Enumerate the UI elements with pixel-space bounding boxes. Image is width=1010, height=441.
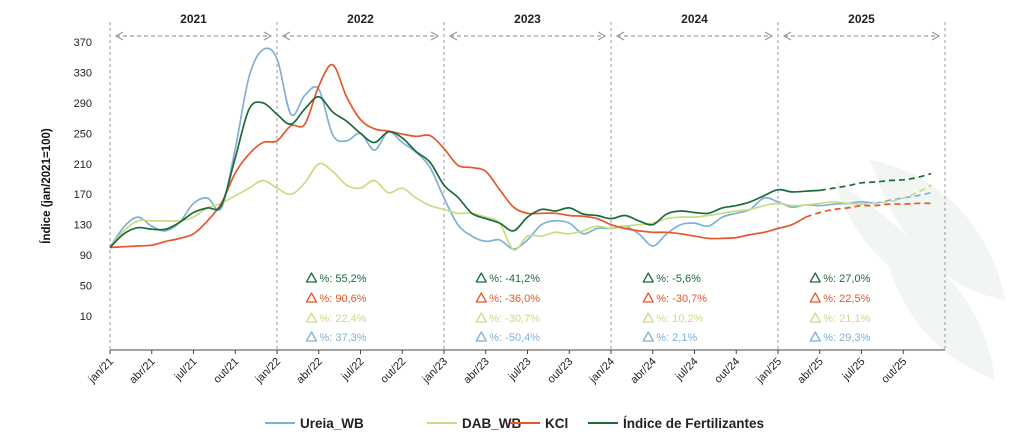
variation-annotation: %: 22,4%: [319, 313, 366, 325]
y-tick-label: 170: [74, 189, 92, 201]
x-tick-label: jul/24: [673, 356, 701, 384]
variation-annotation: %: 2,1%: [656, 332, 697, 344]
delta-icon: [809, 331, 821, 342]
variation-annotation: %: 22,5%: [823, 293, 870, 305]
series-line-indice: [109, 95, 820, 249]
y-tick-label: 50: [80, 281, 92, 293]
y-tick-label: 330: [74, 67, 92, 79]
legend-label: Ureia_WB: [300, 416, 364, 431]
delta-icon: [305, 272, 318, 283]
y-axis-title: Índice (jan/2021=100): [40, 128, 53, 244]
x-tick-label: out/23: [545, 356, 575, 386]
year-label: 2021: [180, 12, 207, 26]
year-span-arrow: [931, 31, 941, 41]
delta-icon: [475, 331, 487, 342]
series-forecast-indice: [819, 172, 932, 192]
year-span-arrow: [615, 31, 625, 41]
series-forecast-kcl: [805, 202, 932, 218]
series-forecast-dab: [861, 184, 932, 205]
delta-icon: [305, 292, 318, 303]
y-tick-label: 130: [74, 220, 92, 232]
delta-icon: [305, 331, 318, 342]
variation-annotation: %: -30,7%: [656, 293, 707, 305]
x-tick-label: abr/24: [628, 356, 659, 387]
variation-annotation: %: 10,2%: [656, 313, 703, 325]
variation-annotation: %: 90,6%: [319, 293, 366, 305]
year-span-arrow: [764, 31, 774, 41]
variation-annotation: %: -5,6%: [656, 273, 701, 285]
y-tick-label: 10: [80, 311, 92, 323]
delta-icon: [642, 272, 654, 283]
x-tick-label: jan/22: [253, 356, 283, 386]
variation-annotation: %: 27,0%: [823, 273, 870, 285]
x-tick-label: jan/23: [420, 356, 450, 386]
delta-icon: [809, 312, 821, 323]
year-span-arrow: [448, 31, 458, 41]
x-tick-label: abr/25: [795, 356, 826, 387]
year-span-arrow: [263, 31, 273, 41]
variation-annotation: %: -50,4%: [489, 332, 540, 344]
variation-annotation: %: 37,3%: [319, 332, 366, 344]
x-tick-label: out/22: [378, 356, 408, 386]
year-span-arrow: [430, 31, 440, 41]
x-tick-label: jul/23: [506, 356, 534, 384]
delta-icon: [642, 331, 654, 342]
delta-icon: [809, 272, 821, 283]
y-tick-label: 90: [80, 250, 92, 262]
leaf-watermark: [835, 160, 1005, 380]
delta-icon: [475, 272, 487, 283]
delta-icon: [475, 292, 487, 303]
variation-annotation: %: 55,2%: [319, 273, 366, 285]
delta-icon: [809, 292, 821, 303]
x-tick-label: jul/25: [840, 356, 868, 384]
year-span-arrow: [597, 31, 607, 41]
delta-icon: [642, 292, 654, 303]
year-span-arrow: [114, 31, 124, 41]
delta-icon: [305, 312, 318, 323]
x-tick-label: out/21: [211, 356, 241, 386]
legend-label: Índice de Fertilizantes: [623, 416, 764, 431]
y-tick-label: 370: [74, 37, 92, 49]
series-line-dab: [109, 162, 862, 251]
year-label: 2025: [848, 12, 875, 26]
variation-annotation: %: 29,3%: [823, 332, 870, 344]
variation-annotation: %: -41,2%: [489, 273, 540, 285]
delta-icon: [475, 312, 487, 323]
year-span-arrow: [782, 31, 792, 41]
variation-annotation: %: 21,1%: [823, 313, 870, 325]
x-tick-label: jan/25: [754, 356, 784, 386]
legend-label: DAB_WB: [462, 416, 521, 431]
x-tick-label: abr/22: [294, 356, 325, 387]
year-label: 2024: [681, 12, 708, 26]
series-line-kcl: [109, 63, 807, 249]
y-tick-label: 290: [74, 98, 92, 110]
x-tick-label: jan/24: [587, 356, 617, 386]
y-tick-label: 250: [74, 128, 92, 140]
variation-annotation: %: -30,7%: [489, 313, 540, 325]
x-tick-label: jul/21: [172, 356, 200, 384]
year-label: 2023: [514, 12, 541, 26]
year-label: 2022: [347, 12, 374, 26]
x-tick-label: abr/23: [461, 356, 492, 387]
variation-annotation: %: -36,0%: [489, 293, 540, 305]
year-span-arrow: [281, 31, 291, 41]
x-tick-label: out/24: [712, 356, 742, 386]
x-tick-label: jul/22: [339, 356, 367, 384]
x-tick-label: out/25: [879, 356, 909, 386]
x-tick-label: jan/21: [86, 356, 116, 386]
x-tick-label: abr/21: [127, 356, 158, 387]
y-tick-label: 210: [74, 159, 92, 171]
legend-label: KCl: [545, 416, 568, 431]
delta-icon: [642, 312, 654, 323]
